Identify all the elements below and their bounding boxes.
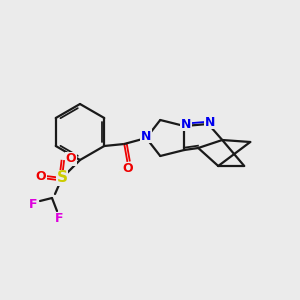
Text: N: N: [205, 116, 215, 128]
Text: O: O: [36, 169, 46, 182]
Text: N: N: [141, 130, 152, 142]
Text: F: F: [29, 199, 37, 212]
Text: N: N: [181, 118, 191, 130]
Text: O: O: [66, 152, 76, 166]
Text: F: F: [55, 212, 63, 226]
Text: S: S: [56, 170, 68, 185]
Text: O: O: [122, 163, 133, 176]
